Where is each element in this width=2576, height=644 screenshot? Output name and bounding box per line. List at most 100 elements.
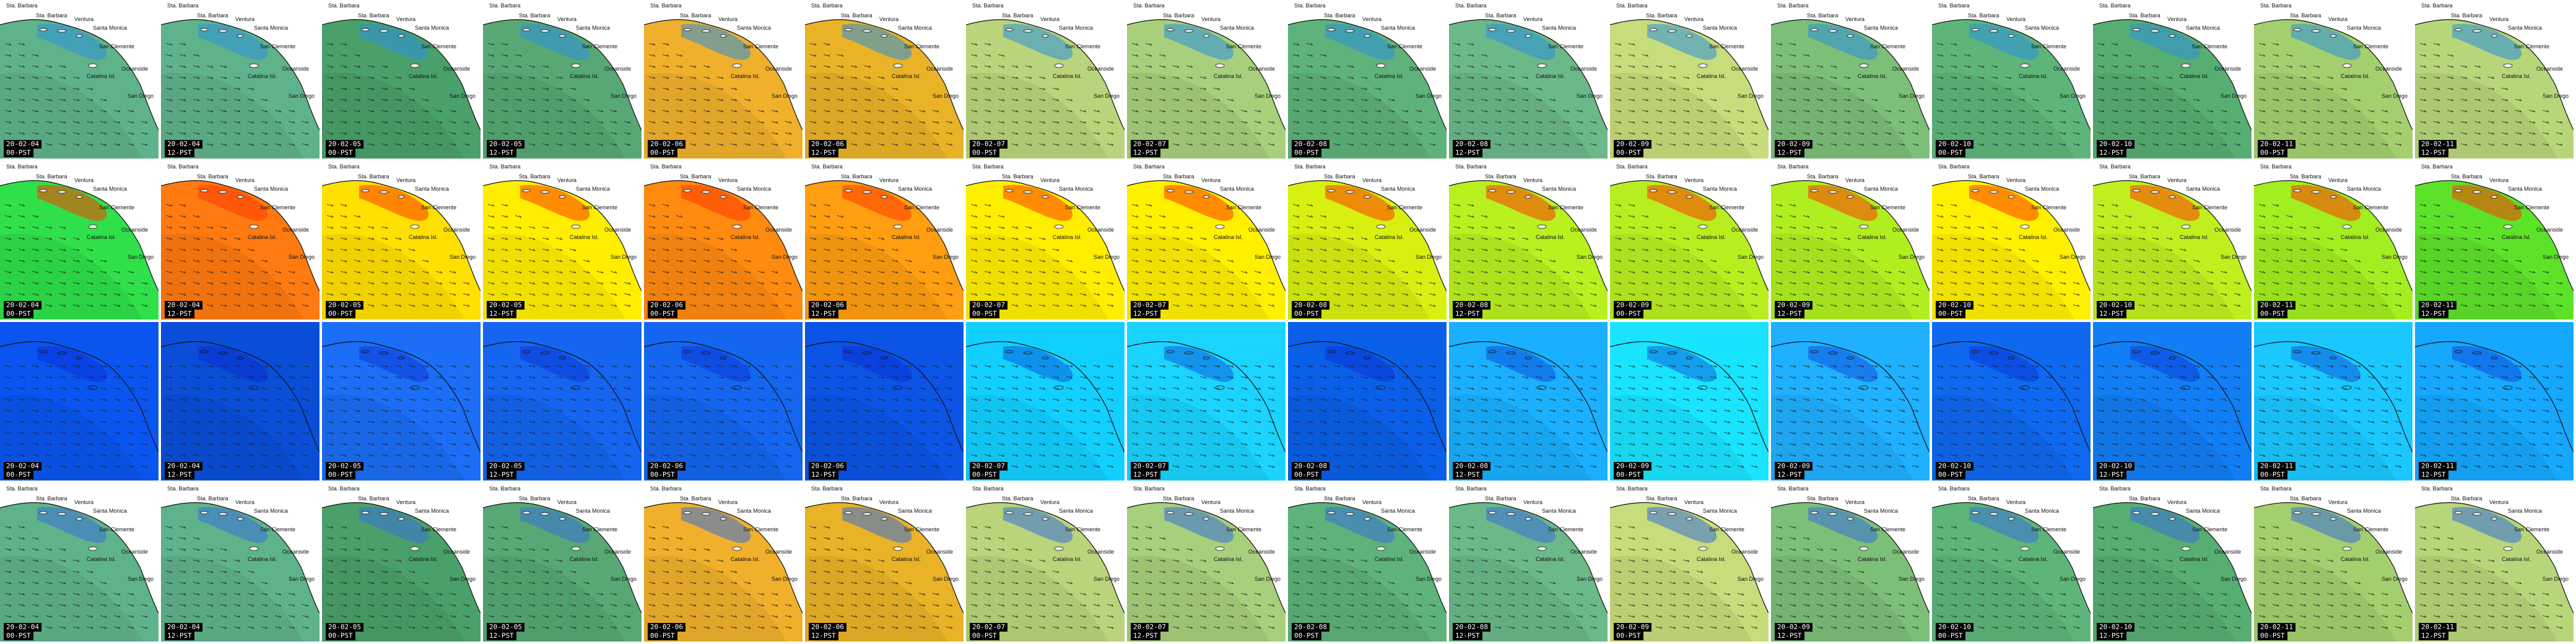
wind-arrow-head [2050, 271, 2053, 274]
wind-arrow [127, 282, 134, 285]
wind-arrow [1508, 282, 1515, 285]
wind-arrow [1159, 293, 1166, 296]
wind-arrow [2193, 110, 2200, 113]
wind-arrow-head [1136, 98, 1139, 102]
wind-arrow [1025, 87, 1032, 90]
wind-arrow-head [2102, 87, 2105, 90]
wind-arrow [1508, 248, 1515, 251]
wind-arrow [970, 132, 978, 135]
wind-arrow-head [909, 282, 912, 285]
wind-arrow-head [2276, 43, 2279, 46]
wind-arrow-head [868, 132, 871, 135]
wind-arrow [1977, 271, 1985, 274]
wind-arrow-head [292, 132, 295, 135]
place-label: San Diego [2221, 93, 2247, 99]
wind-arrow-head [988, 121, 991, 124]
wind-arrow-head [2317, 76, 2320, 79]
wind-arrow [689, 143, 697, 146]
wind-arrow [1669, 98, 1676, 102]
place-label: Santa Monica [1220, 25, 1255, 31]
wind-arrow [2447, 110, 2454, 113]
wind-arrow [1682, 76, 1690, 79]
wind-arrow-head [1821, 282, 1824, 285]
wind-arrow [165, 87, 173, 90]
wind-arrow-head [868, 271, 871, 274]
wind-arrow-head [1995, 237, 1998, 240]
wind-arrow [220, 304, 227, 307]
wind-arrow-head [426, 271, 429, 274]
wind-arrow [891, 259, 899, 263]
place-label: Oceanside [604, 66, 632, 72]
wind-arrow [1830, 98, 1837, 102]
wind-arrow-head [467, 304, 470, 307]
wind-arrow [2032, 143, 2039, 146]
wind-arrow-head [1485, 121, 1488, 124]
wind-arrow [193, 271, 200, 274]
wind-arrow-head [2263, 98, 2266, 102]
wind-arrow-head [331, 215, 334, 218]
wind-arrow-head [1995, 87, 1998, 90]
wind-arrow [932, 143, 939, 146]
wind-arrow-head [2170, 121, 2173, 124]
wind-arrow [2059, 121, 2066, 124]
wind-arrow-head [372, 304, 375, 307]
island [2132, 28, 2141, 32]
wind-arrow-head [492, 237, 495, 240]
wind-arrow [1052, 293, 1060, 296]
wind-arrow-head [9, 87, 12, 90]
place-label: San Clemente [1870, 43, 1906, 50]
wind-arrow-head [1163, 226, 1166, 229]
wind-arrow [809, 65, 817, 68]
time-stamp: 12-PST [487, 310, 516, 318]
wind-arrow [1655, 98, 1663, 102]
wind-arrow [837, 293, 844, 296]
wind-arrow-head [1807, 282, 1810, 285]
wind-arrow [1964, 65, 1971, 68]
wind-arrow [823, 110, 830, 113]
place-label: San Diego [611, 254, 637, 260]
wind-arrow-head [63, 259, 66, 263]
wind-arrow [1682, 271, 1690, 274]
wind-arrow-head [2290, 65, 2293, 68]
wind-arrow-head [1351, 271, 1354, 274]
wind-arrow [1655, 293, 1663, 296]
wind-arrow [2474, 76, 2481, 79]
wind-arrow [1306, 132, 1313, 135]
field-contour [1325, 24, 1395, 60]
wind-arrow [1401, 271, 1409, 274]
wind-arrow-head [882, 98, 885, 102]
wind-arrow-head [936, 132, 939, 135]
wind-arrow [354, 271, 361, 274]
wind-arrow [2447, 132, 2454, 135]
wind-arrow [2004, 271, 2012, 274]
wind-arrow [757, 293, 765, 296]
wind-arrow [1614, 237, 1622, 240]
wind-arrow-head [197, 215, 200, 218]
wind-arrow-head [653, 54, 656, 57]
map-field [644, 161, 803, 320]
place-label: Sta. Barbara [167, 163, 199, 170]
wind-arrow [1011, 226, 1019, 229]
wind-arrow [2542, 132, 2549, 135]
wind-arrow-head [1793, 98, 1796, 102]
wind-arrow-head [492, 271, 495, 274]
wind-arrow [837, 121, 844, 124]
wind-arrow [1199, 110, 1207, 113]
wind-arrow-head [2050, 132, 2053, 135]
wind-arrow-head [1968, 271, 1971, 274]
wind-arrow [422, 98, 429, 102]
wind-arrow [2193, 132, 2200, 135]
wind-arrow-head [2063, 132, 2066, 135]
wind-arrow-head [36, 259, 39, 263]
place-label: Sta. Barbara [1455, 163, 1487, 170]
wind-arrow-head [975, 271, 978, 274]
wind-arrow-head [666, 98, 669, 102]
wind-arrow [18, 271, 25, 274]
wind-arrow [837, 237, 844, 240]
wind-arrow-head [265, 98, 268, 102]
wind-arrow-head [1351, 248, 1354, 251]
wind-arrow-head [2317, 143, 2320, 146]
wind-arrow [32, 237, 39, 240]
wind-arrow-head [331, 259, 334, 263]
wind-arrow-head [1954, 215, 1957, 218]
